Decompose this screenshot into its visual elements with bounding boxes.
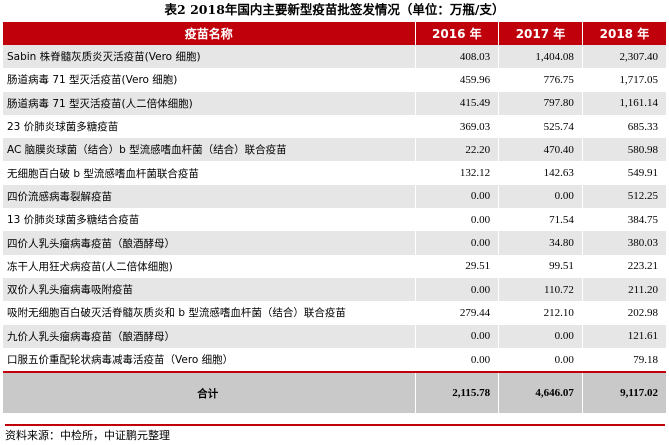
value-2017: 142.63 bbox=[498, 161, 583, 185]
value-2018: 512.25 bbox=[582, 184, 666, 209]
table-row: 四价流感病毒裂解疫苗 0.00 0.00 512.25 bbox=[3, 184, 666, 209]
vaccine-name: 肠道病毒 71 型灭活疫苗(人二倍体细胞) bbox=[3, 91, 416, 115]
table-row: 双价人乳头瘤病毒吸附疫苗 0.00 110.72 211.20 bbox=[3, 277, 666, 302]
value-2017: 110.72 bbox=[498, 277, 583, 302]
value-2018: 202.98 bbox=[582, 301, 666, 325]
value-2016: 0.00 bbox=[415, 231, 500, 255]
table-row: AC 脑膜炎球菌（结合）b 型流感嗜血杆菌（结合）联合疫苗 22.20 470.… bbox=[3, 138, 666, 162]
value-2016: 415.49 bbox=[415, 91, 500, 115]
value-2018: 1,161.14 bbox=[582, 91, 666, 115]
value-2017: 0.00 bbox=[498, 184, 583, 209]
value-2018: 79.18 bbox=[582, 347, 666, 373]
value-2018: 384.75 bbox=[582, 208, 666, 232]
vaccine-name: 口服五价重配轮状病毒减毒活疫苗（Vero 细胞） bbox=[3, 347, 416, 373]
vaccine-name: 双价人乳头瘤病毒吸附疫苗 bbox=[3, 277, 416, 302]
header-2016: 2016 年 bbox=[415, 22, 500, 45]
vaccine-name: 九价人乳头瘤病毒疫苗（酿酒酵母） bbox=[3, 324, 416, 348]
value-2016: 459.96 bbox=[415, 68, 500, 92]
value-2017: 470.40 bbox=[498, 138, 583, 162]
vaccine-name: 四价流感病毒裂解疫苗 bbox=[3, 184, 416, 209]
total-2018: 9,117.02 bbox=[582, 371, 666, 414]
value-2018: 211.20 bbox=[582, 277, 666, 302]
table-row: 13 价肺炎球菌多糖结合疫苗 0.00 71.54 384.75 bbox=[3, 208, 666, 232]
total-label: 合计 bbox=[3, 371, 416, 414]
value-2017: 212.10 bbox=[498, 301, 583, 325]
table-row: 吸附无细胞百白破灭活脊髓灰质炎和 b 型流感嗜血杆菌（结合）联合疫苗 279.4… bbox=[3, 301, 666, 325]
value-2018: 580.98 bbox=[582, 138, 666, 162]
vaccine-table: 疫苗名称 2016 年 2017 年 2018 年 Sabin 株脊髓灰质炎灭活… bbox=[3, 22, 666, 414]
value-2016: 29.51 bbox=[415, 254, 500, 278]
table-row: 冻干人用狂犬病疫苗(人二倍体细胞) 29.51 99.51 223.21 bbox=[3, 254, 666, 278]
table-header-row: 疫苗名称 2016 年 2017 年 2018 年 bbox=[3, 22, 666, 45]
header-2017: 2017 年 bbox=[498, 22, 583, 45]
header-2018: 2018 年 bbox=[582, 22, 666, 45]
total-row: 合计 2,115.78 4,646.07 9,117.02 bbox=[3, 371, 666, 414]
table-row: 四价人乳头瘤病毒疫苗（酿酒酵母） 0.00 34.80 380.03 bbox=[3, 231, 666, 255]
vaccine-name: 23 价肺炎球菌多糖疫苗 bbox=[3, 114, 416, 139]
value-2017: 776.75 bbox=[498, 68, 583, 92]
table-row: 口服五价重配轮状病毒减毒活疫苗（Vero 细胞） 0.00 0.00 79.18 bbox=[3, 347, 666, 373]
vaccine-name: 吸附无细胞百白破灭活脊髓灰质炎和 b 型流感嗜血杆菌（结合）联合疫苗 bbox=[3, 301, 416, 325]
vaccine-name: AC 脑膜炎球菌（结合）b 型流感嗜血杆菌（结合）联合疫苗 bbox=[3, 138, 416, 162]
table-row: 肠道病毒 71 型灭活疫苗(人二倍体细胞) 415.49 797.80 1,16… bbox=[3, 91, 666, 115]
vaccine-name: 四价人乳头瘤病毒疫苗（酿酒酵母） bbox=[3, 231, 416, 255]
value-2018: 121.61 bbox=[582, 324, 666, 348]
table-row: 肠道病毒 71 型灭活疫苗(Vero 细胞) 459.96 776.75 1,7… bbox=[3, 68, 666, 92]
value-2017: 99.51 bbox=[498, 254, 583, 278]
value-2016: 132.12 bbox=[415, 161, 500, 185]
value-2016: 0.00 bbox=[415, 347, 500, 373]
value-2017: 1,404.08 bbox=[498, 45, 583, 69]
header-vaccine-name: 疫苗名称 bbox=[3, 22, 416, 45]
value-2016: 0.00 bbox=[415, 324, 500, 348]
value-2017: 71.54 bbox=[498, 208, 583, 232]
value-2016: 0.00 bbox=[415, 277, 500, 302]
value-2016: 369.03 bbox=[415, 114, 500, 139]
value-2017: 0.00 bbox=[498, 324, 583, 348]
total-2016: 2,115.78 bbox=[415, 371, 500, 414]
vaccine-name: 肠道病毒 71 型灭活疫苗(Vero 细胞) bbox=[3, 68, 416, 92]
source-note: 资料来源：中检所，中证鹏元整理 bbox=[5, 424, 665, 444]
vaccine-name: Sabin 株脊髓灰质炎灭活疫苗(Vero 细胞) bbox=[3, 45, 416, 69]
value-2016: 279.44 bbox=[415, 301, 500, 325]
value-2018: 380.03 bbox=[582, 231, 666, 255]
vaccine-name: 13 价肺炎球菌多糖结合疫苗 bbox=[3, 208, 416, 232]
vaccine-name: 冻干人用狂犬病疫苗(人二倍体细胞) bbox=[3, 254, 416, 278]
value-2016: 22.20 bbox=[415, 138, 500, 162]
value-2016: 0.00 bbox=[415, 184, 500, 209]
value-2018: 2,307.40 bbox=[582, 45, 666, 69]
value-2018: 685.33 bbox=[582, 114, 666, 139]
value-2017: 34.80 bbox=[498, 231, 583, 255]
value-2017: 525.74 bbox=[498, 114, 583, 139]
table-row: 23 价肺炎球菌多糖疫苗 369.03 525.74 685.33 bbox=[3, 114, 666, 139]
value-2016: 0.00 bbox=[415, 208, 500, 232]
total-2017: 4,646.07 bbox=[498, 371, 583, 414]
value-2018: 1,717.05 bbox=[582, 68, 666, 92]
table-row: 无细胞百白破 b 型流感嗜血杆菌联合疫苗 132.12 142.63 549.9… bbox=[3, 161, 666, 185]
value-2018: 223.21 bbox=[582, 254, 666, 278]
value-2016: 408.03 bbox=[415, 45, 500, 69]
value-2017: 0.00 bbox=[498, 347, 583, 373]
table-title: 表2 2018年国内主要新型疫苗批签发情况（单位：万瓶/支） bbox=[164, 2, 505, 17]
vaccine-name: 无细胞百白破 b 型流感嗜血杆菌联合疫苗 bbox=[3, 161, 416, 185]
value-2018: 549.91 bbox=[582, 161, 666, 185]
value-2017: 797.80 bbox=[498, 91, 583, 115]
table-row: Sabin 株脊髓灰质炎灭活疫苗(Vero 细胞) 408.03 1,404.0… bbox=[3, 45, 666, 69]
table-row: 九价人乳头瘤病毒疫苗（酿酒酵母） 0.00 0.00 121.61 bbox=[3, 324, 666, 348]
